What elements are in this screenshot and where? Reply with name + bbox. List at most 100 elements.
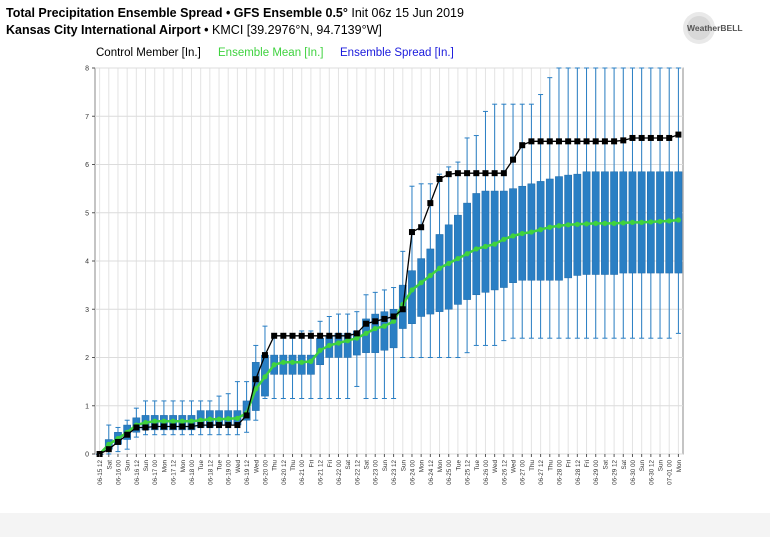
control-point — [289, 332, 296, 339]
x-tick-label: 07-01 00 — [667, 460, 674, 485]
mean-point — [381, 323, 388, 329]
y-tick-label: 2 — [85, 355, 89, 362]
mean-point — [455, 255, 461, 262]
mean-point — [363, 330, 369, 336]
mean-point — [326, 342, 332, 349]
x-tick-label: 06-30 00 — [630, 460, 637, 485]
weatherbell-logo: WeatherBELL — [681, 9, 753, 47]
control-point — [363, 320, 370, 327]
mean-point — [473, 246, 479, 252]
y-tick-label: 4 — [85, 259, 89, 266]
x-tick-label: Wed — [253, 460, 260, 473]
spread-box — [444, 224, 453, 310]
control-point — [216, 422, 223, 429]
y-tick-label: 3 — [85, 307, 89, 314]
spread-box — [472, 193, 481, 296]
x-tick-label: 06-23 12 — [391, 460, 398, 485]
mean-point — [593, 220, 599, 226]
control-point — [436, 175, 443, 182]
mean-point — [335, 340, 342, 346]
x-tick-label: 06-17 00 — [152, 460, 159, 485]
control-point — [519, 142, 526, 149]
x-tick-label: 06-22 00 — [336, 460, 343, 485]
chart-location: Kansas City International Airport • KMCI… — [6, 23, 382, 37]
spread-box — [426, 248, 435, 315]
x-tick-label: Wed — [235, 460, 242, 473]
x-tick-label: 06-30 12 — [648, 460, 655, 485]
control-point — [124, 431, 131, 438]
spread-box — [417, 258, 426, 317]
mean-point — [207, 416, 213, 422]
control-point — [243, 412, 250, 419]
mean-point — [611, 220, 617, 226]
y-tick-label: 1 — [85, 403, 89, 410]
spread-box — [389, 309, 398, 349]
chart-init-time: Init 06z 15 Jun 2019 — [351, 6, 464, 20]
x-tick-label: 06-27 00 — [520, 460, 527, 485]
mean-point — [519, 230, 525, 237]
x-tick-label: Sat — [345, 460, 352, 470]
control-point — [629, 134, 636, 141]
x-tick-label: 06-20 00 — [262, 460, 269, 485]
control-point — [160, 423, 167, 430]
x-tick-label: 06-24 00 — [409, 460, 416, 485]
mean-point — [648, 219, 654, 225]
control-point — [170, 423, 177, 430]
mean-point — [501, 236, 507, 242]
mean-point — [620, 220, 626, 226]
mean-point — [657, 218, 663, 225]
mean-point — [142, 420, 149, 426]
x-tick-label: 06-15 12 — [97, 460, 104, 485]
mean-point — [225, 416, 231, 422]
chart-title: Total Precipitation Ensemble Spread • GF… — [6, 6, 464, 20]
spread-box — [380, 311, 389, 351]
x-tick-label: 06-26 12 — [501, 460, 508, 485]
mean-point — [317, 347, 323, 353]
x-tick-label: Tue — [198, 460, 205, 471]
mean-point — [390, 318, 397, 324]
spread-box — [481, 190, 490, 293]
mean-point — [106, 441, 112, 447]
mean-point — [528, 229, 535, 235]
control-point — [151, 423, 158, 430]
control-point — [179, 423, 186, 430]
y-tick-label: 6 — [85, 162, 89, 169]
x-tick-label: Sun — [639, 460, 646, 472]
x-tick-label: Fri — [327, 460, 334, 467]
mean-point — [198, 417, 204, 423]
control-point — [464, 170, 471, 177]
x-tick-label: Mon — [180, 460, 187, 473]
x-tick-label: 06-29 12 — [612, 460, 619, 485]
control-point — [647, 134, 654, 141]
mean-point — [234, 415, 241, 421]
x-tick-label: 06-18 12 — [207, 460, 214, 485]
mean-point — [418, 280, 424, 286]
x-tick-label: Mon — [437, 460, 444, 473]
mean-point — [537, 227, 544, 233]
control-point — [399, 306, 406, 313]
x-tick-label: Sun — [658, 460, 665, 472]
control-point — [298, 332, 305, 339]
mean-point — [510, 233, 516, 239]
control-point — [611, 138, 618, 145]
x-tick-label: 06-23 00 — [373, 460, 380, 485]
control-point — [454, 170, 461, 177]
control-point — [252, 376, 259, 383]
mean-point — [482, 243, 489, 250]
control-point — [574, 138, 581, 145]
control-point — [344, 332, 351, 339]
mean-point — [492, 241, 498, 247]
control-point — [620, 137, 627, 144]
control-point — [105, 446, 112, 453]
mean-point — [170, 418, 176, 424]
x-tick-label: 06-25 12 — [465, 460, 472, 485]
control-point — [510, 156, 517, 163]
control-point — [592, 138, 599, 145]
mean-point — [565, 222, 571, 228]
control-point — [353, 330, 360, 337]
x-tick-label: Mon — [419, 460, 426, 473]
mean-point — [666, 218, 672, 224]
control-point — [675, 131, 682, 138]
chart-legend: Control Member [In.] Ensemble Mean [In.]… — [0, 47, 770, 63]
control-point — [280, 332, 287, 339]
